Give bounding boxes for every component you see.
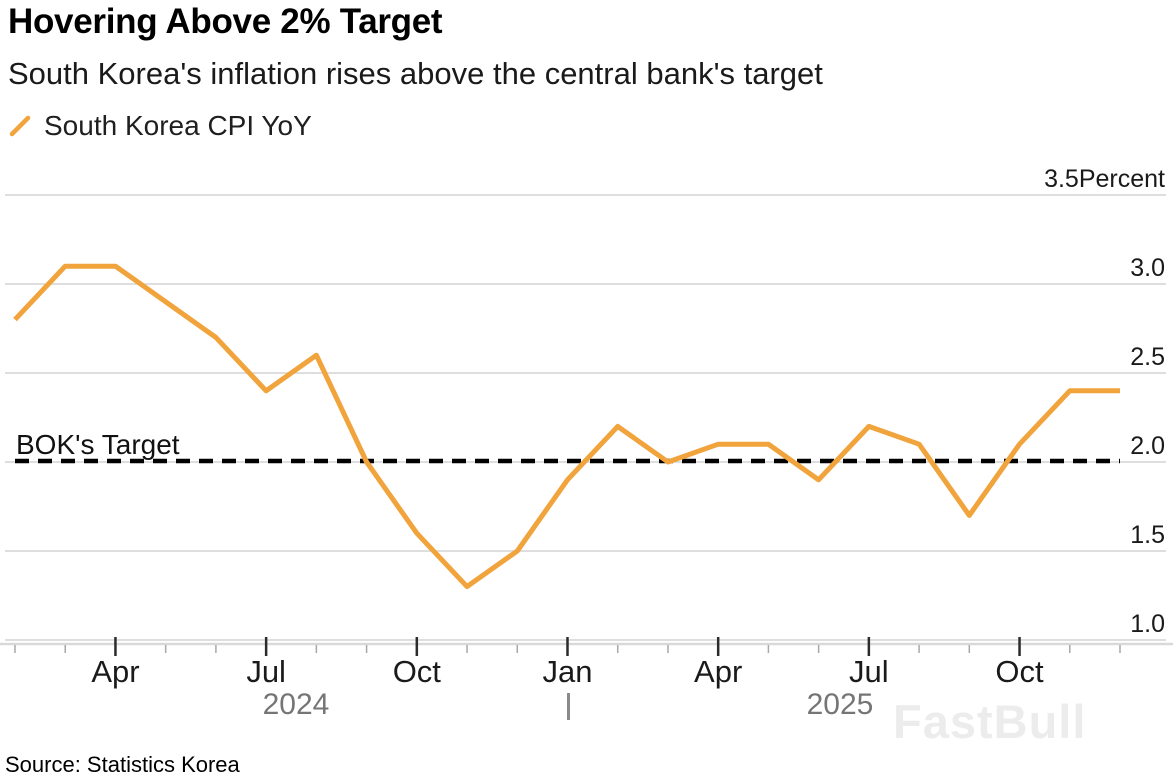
x-axis-label: Jul: [849, 654, 889, 689]
watermark: FastBull: [893, 695, 1087, 748]
target-line-label: BOK's Target: [16, 429, 180, 460]
x-axis-label: Apr: [694, 654, 742, 689]
y-axis-label: 2.5: [1130, 343, 1165, 371]
x-axis-label: Jul: [246, 654, 286, 689]
y-axis-label: 2.0: [1130, 432, 1165, 460]
x-axis-label: Jan: [543, 654, 593, 689]
cpi-line: [13, 263, 1120, 590]
legend-line-swatch: [9, 115, 31, 137]
y-axis-label: 1.5: [1130, 521, 1165, 549]
y-axis-label: 3.0: [1130, 254, 1165, 282]
x-axis-label: Apr: [91, 654, 139, 689]
legend: South Korea CPI YoY: [8, 110, 312, 142]
year-divider-icon: [567, 693, 570, 720]
chart-subtitle: South Korea's inflation rises above the …: [8, 56, 823, 91]
x-axis-label: Oct: [393, 654, 442, 689]
y-axis-label: 3.5Percent: [1044, 165, 1165, 193]
legend-label: South Korea CPI YoY: [44, 110, 312, 141]
year-label-2025: 2025: [806, 688, 874, 721]
chart-title: Hovering Above 2% Target: [8, 2, 443, 41]
y-axis-label: 1.0: [1130, 610, 1165, 638]
x-axis-label: Oct: [995, 654, 1044, 689]
year-label-2024: 2024: [262, 688, 330, 721]
source-note: Source: Statistics Korea: [5, 752, 240, 777]
